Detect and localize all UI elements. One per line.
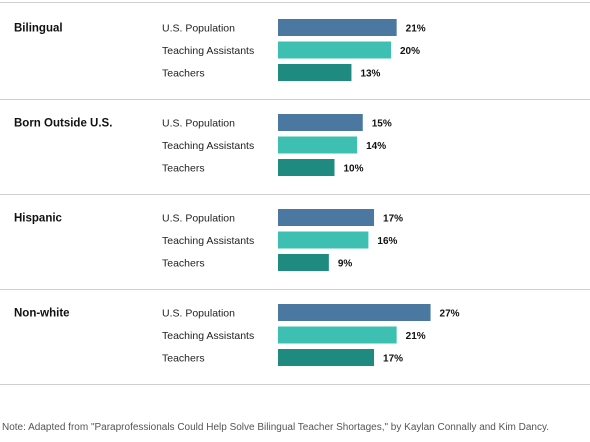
bar bbox=[278, 349, 375, 366]
bar bbox=[278, 304, 431, 321]
bar bbox=[278, 41, 391, 59]
value-label: 17% bbox=[383, 214, 403, 225]
bar bbox=[278, 209, 375, 226]
bar bbox=[278, 254, 329, 271]
bar bbox=[278, 64, 352, 81]
value-label: 13% bbox=[360, 69, 380, 80]
value-label: 17% bbox=[383, 354, 403, 365]
value-label: 14% bbox=[366, 141, 386, 152]
category-label: Teachers bbox=[162, 258, 205, 270]
group-label: Bilingual bbox=[14, 23, 63, 35]
value-label: 21% bbox=[406, 331, 426, 342]
category-label: U.S. Population bbox=[162, 308, 235, 320]
category-label: Teachers bbox=[162, 353, 205, 365]
value-label: 21% bbox=[406, 24, 426, 35]
category-label: Teachers bbox=[162, 68, 205, 80]
group-label: Born Outside U.S. bbox=[14, 118, 112, 130]
category-label: Teachers bbox=[162, 163, 205, 175]
value-label: 15% bbox=[372, 119, 392, 130]
value-label: 9% bbox=[338, 259, 353, 270]
group-label: Non-white bbox=[14, 308, 70, 320]
value-label: 20% bbox=[400, 46, 420, 57]
value-label: 10% bbox=[344, 164, 364, 175]
bar bbox=[278, 231, 369, 249]
category-label: Teaching Assistants bbox=[162, 140, 254, 152]
category-label: Teaching Assistants bbox=[162, 235, 254, 247]
value-label: 16% bbox=[377, 236, 397, 247]
value-label: 27% bbox=[440, 309, 460, 320]
category-label: U.S. Population bbox=[162, 118, 235, 130]
bar bbox=[278, 159, 335, 176]
category-label: U.S. Population bbox=[162, 23, 235, 35]
category-label: Teaching Assistants bbox=[162, 45, 254, 57]
bar bbox=[278, 136, 358, 154]
category-label: Teaching Assistants bbox=[162, 330, 254, 342]
group-label: Hispanic bbox=[14, 213, 63, 225]
bar bbox=[278, 114, 363, 131]
bar bbox=[278, 19, 397, 36]
bar bbox=[278, 326, 397, 344]
category-label: U.S. Population bbox=[162, 213, 235, 225]
footnote: Note: Adapted from "Paraprofessionals Co… bbox=[2, 422, 550, 433]
